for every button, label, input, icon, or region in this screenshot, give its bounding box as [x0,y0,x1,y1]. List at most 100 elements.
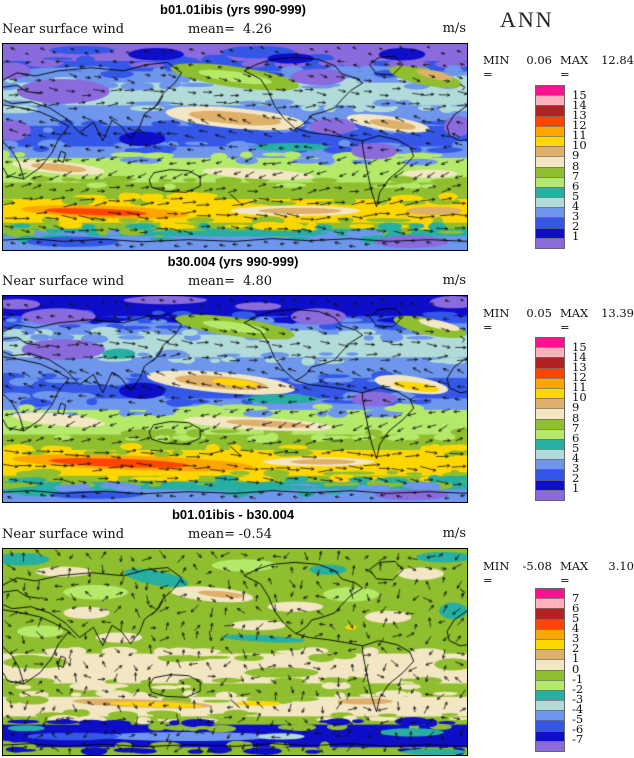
colorbar-tick-label: 2 [572,641,580,656]
colorbar-tick-label: 14 [572,97,587,112]
colorbar-cell [536,628,564,639]
colorbar-cell [536,86,564,96]
colorbar-cells [535,85,565,249]
colorbar-cell [536,347,564,358]
colorbar-tick-label: 15 [572,87,587,102]
season-label: ANN [500,7,554,32]
map-case1 [2,43,468,251]
colorbar-cell [536,720,564,731]
colorbar-tick-label: 2 [572,219,580,234]
colorbar-cell [536,649,564,660]
field-label: Near surface wind [2,22,125,37]
colorbar-tick-label: 2 [572,471,580,486]
colorbar-tick-label: -1 [572,671,584,686]
mean-label: mean= [188,527,236,542]
min-label: MIN = [483,53,510,81]
units-label: m/s [442,273,466,288]
colorbar-cell [536,105,564,116]
colorbar-cell [536,227,564,238]
colorbar-tick-label: 8 [572,158,580,173]
colorbar-cell [536,730,564,741]
colorbar-tick-label: 3 [572,631,580,646]
max-value: 12.84 [601,53,634,67]
colorbar-cell [536,608,564,619]
colorbar-cell [536,156,564,167]
colorbar-tick-label: 4 [572,451,580,465]
colorbar-cell [536,740,564,751]
mean-label: mean= [188,274,236,289]
colorbar-tick-label: 7 [572,420,580,435]
colorbar-tick-label: -2 [572,681,584,696]
colorbar-cell [536,115,564,126]
colorbar-tick-label: 7 [572,168,580,183]
colorbar-cell [536,197,564,208]
colorbar-cell [536,186,564,198]
colorbar-tick-label: 7 [572,590,580,605]
colorbar-tick-label: -5 [572,712,584,727]
colorbar-cell [536,176,564,187]
min-value: 0.06 [526,53,552,67]
colorbar-cells [535,588,565,752]
colorbar-cell [536,469,564,480]
colorbar-cell [536,338,564,348]
colorbar-tick-label: 12 [572,118,587,132]
units-label: m/s [442,526,466,541]
colorbar-cell [536,618,564,629]
colorbar-tick-label: 11 [572,128,587,143]
colorbar-tick-label: 5 [572,440,580,455]
colorbar-cell [536,398,564,409]
colorbar-tick-label: 5 [572,610,580,625]
colorbar-cell [536,207,564,218]
colorbar-tick-label: 6 [572,178,580,193]
mean-value: 4.80 [243,274,272,289]
min-value: 0.05 [526,306,552,320]
colorbar-cell [536,459,564,470]
colorbar-cell [536,638,564,650]
colorbar-cell [536,489,564,500]
colorbar-cell [536,146,564,157]
colorbar-tick-label: 5 [572,188,580,203]
colorbar-cell [536,125,564,136]
colorbar-cell [536,135,564,147]
colorbar-cell [536,387,564,399]
colorbar-cell [536,357,564,368]
colorbar-cell [536,589,564,599]
colorbar-tick-label: 9 [572,148,580,163]
panel-difference: b01.01ibis - b30.004 Near surface wind m… [0,505,634,758]
colorbar-tick-label: 13 [572,359,587,374]
min-label: MIN = [483,306,510,334]
mean-value: 4.26 [243,22,272,37]
mean-label: mean= [188,22,236,37]
colorbar-tick-label: -3 [572,691,584,706]
panel-title: b30.004 (yrs 990-999) [167,254,299,269]
colorbar-tick-label: 4 [572,199,580,213]
colorbar-cell [536,166,564,177]
colorbar-cell [536,689,564,701]
colorbar-cell [536,449,564,460]
field-label: Near surface wind [2,274,125,289]
colorbar-cell [536,438,564,450]
colorbar-tick-label: 1 [572,481,580,496]
colorbar-cell [536,479,564,490]
colorbar-tick-label: 9 [572,400,580,415]
units-label: m/s [442,21,466,36]
colorbar-cell [536,659,564,670]
colorbar-tick-label: 11 [572,380,587,395]
colorbar-tick-label: 15 [572,339,587,354]
panel-case1: b01.01ibis (yrs 990-999) Near surface wi… [0,0,634,253]
panel-title: b01.01ibis (yrs 990-999) [160,2,306,17]
colorbar-cell [536,237,564,248]
map-difference [2,548,468,756]
minmax-readout-difference: MIN = -5.08 MAX = 3.10 [483,559,634,587]
panel-case2: b30.004 (yrs 990-999) Near surface wind … [0,252,634,505]
colorbar-cell [536,95,564,106]
colorbar-tick-label: 0 [572,661,580,676]
map-case2 [2,295,468,503]
colorbar-tick-label: 6 [572,430,580,445]
colorbar-cell [536,710,564,721]
max-label: MAX = [559,53,589,81]
colorbar-cell [536,598,564,609]
max-label: MAX = [559,306,589,334]
colorbar-tick-label: 10 [572,138,587,153]
colorbar-cell [536,669,564,680]
